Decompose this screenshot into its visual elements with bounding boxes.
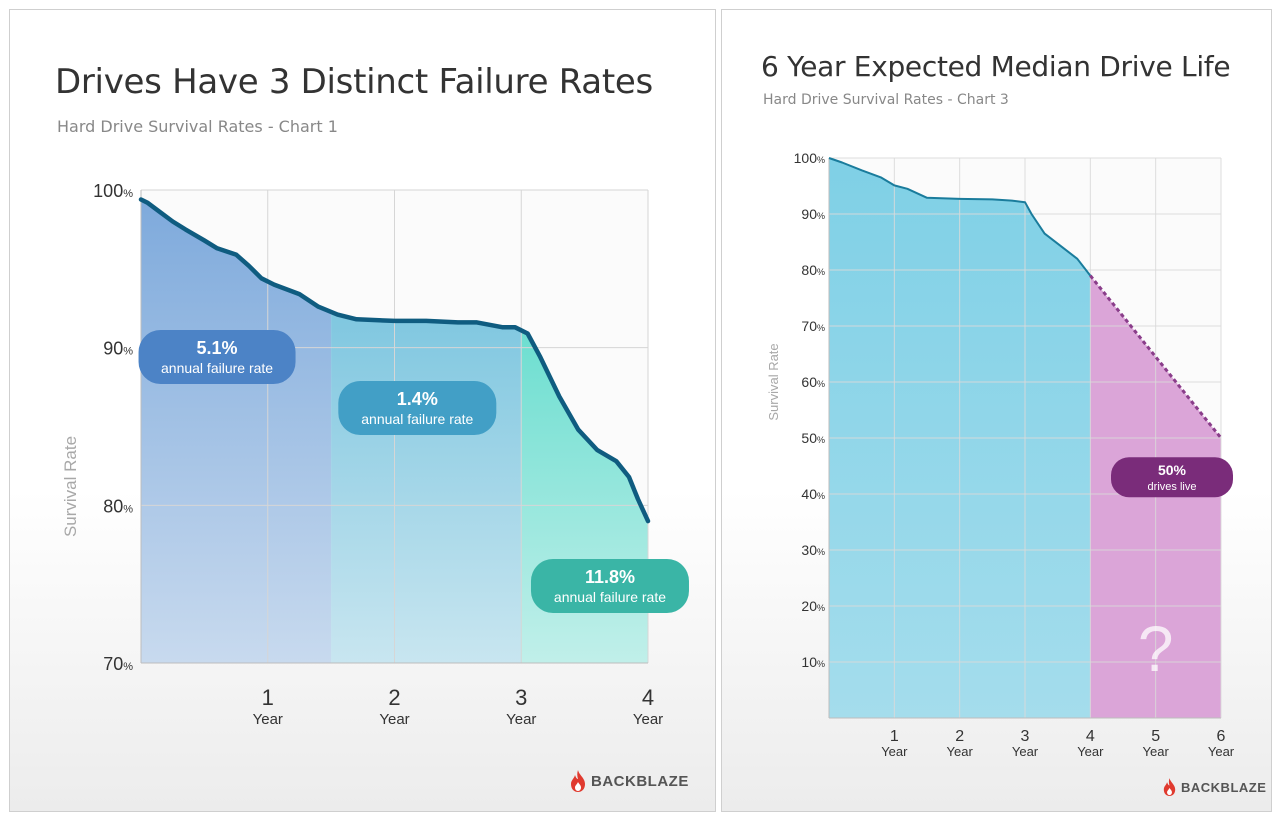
badge-background: [530, 559, 689, 613]
badge-rate: 5.1%: [197, 338, 238, 358]
x-tick-sublabel: Year: [506, 711, 536, 728]
y-tick-unit: %: [123, 503, 133, 515]
y-tick-value: 60: [801, 374, 817, 390]
y-tick-unit: %: [817, 211, 825, 221]
y-tick-unit: %: [817, 491, 825, 501]
y-tick-label: 40%: [801, 486, 825, 502]
question-mark: ?: [1138, 613, 1174, 685]
x-tick-label: 1: [890, 728, 899, 745]
y-tick-unit: %: [817, 323, 825, 333]
y-tick-label: 30%: [801, 542, 825, 558]
x-tick-label: 4: [1086, 728, 1095, 745]
y-tick-label: 70%: [801, 318, 825, 334]
y-tick-label: 20%: [801, 598, 825, 614]
brand-name: BACKBLAZE: [591, 772, 689, 790]
observed-curve: [828, 157, 1092, 277]
chart-panel-right: 6 Year Expected Median Drive Life Hard D…: [721, 9, 1272, 812]
y-axis-title: Survival Rate: [766, 343, 781, 420]
y-tick-value: 50: [801, 430, 817, 446]
x-tick-label: 3: [1021, 728, 1030, 745]
brand-name: BACKBLAZE: [1181, 779, 1267, 795]
y-tick-value: 70: [801, 318, 817, 334]
badge-background: [1111, 457, 1233, 498]
badge-label: annual failure rate: [361, 411, 473, 427]
y-tick-label: 100%: [794, 150, 825, 166]
y-tick-value: 10: [801, 654, 817, 670]
x-tick-sublabel: Year: [1012, 744, 1039, 759]
y-axis-title: Survival Rate: [61, 436, 80, 537]
x-tick-sublabel: Year: [881, 744, 908, 759]
badge-label: drives live: [1148, 481, 1197, 493]
chart-title: 6 Year Expected Median Drive Life: [761, 50, 1231, 83]
y-tick-label: 10%: [801, 654, 825, 670]
chart-title: Drives Have 3 Distinct Failure Rates: [55, 62, 653, 102]
y-tick-label: 60%: [801, 374, 825, 390]
badge-label: annual failure rate: [554, 589, 666, 605]
chart-subtitle: Hard Drive Survival Rates - Chart 1: [57, 117, 338, 136]
y-tick-unit: %: [123, 661, 133, 673]
y-tick-unit: %: [817, 379, 825, 389]
y-tick-value: 90: [103, 339, 123, 359]
failure-rate-badge: 1.4% annual failure rate: [338, 381, 497, 435]
y-tick-unit: %: [123, 346, 133, 358]
y-tick-label: 70%: [103, 654, 133, 674]
y-tick-value: 100: [794, 150, 818, 166]
x-tick-label: 2: [388, 685, 400, 710]
x-tick-sublabel: Year: [1143, 744, 1170, 759]
y-tick-unit: %: [123, 188, 133, 200]
y-tick-label: 90%: [801, 206, 825, 222]
survival-chart-1: 100%90%80%70%1Year2Year3Year4YearSurviva…: [61, 181, 689, 728]
failure-rate-badge: 11.8% annual failure rate: [530, 559, 689, 613]
y-tick-unit: %: [817, 547, 825, 557]
badge-background: [138, 330, 296, 384]
y-tick-unit: %: [817, 267, 825, 277]
y-tick-label: 80%: [801, 262, 825, 278]
chart-panel-left: Drives Have 3 Distinct Failure Rates Har…: [9, 9, 716, 812]
badge-rate: 11.8%: [585, 567, 635, 587]
x-tick-label: 4: [642, 685, 654, 710]
y-tick-value: 90: [801, 206, 817, 222]
x-tick-sublabel: Year: [1077, 744, 1104, 759]
x-tick-sublabel: Year: [947, 744, 974, 759]
y-tick-value: 80: [801, 262, 817, 278]
failure-region-2: [331, 311, 522, 663]
median-life-badge: 50% drives live: [1111, 457, 1233, 498]
x-tick-sublabel: Year: [1208, 744, 1235, 759]
x-tick-label: 5: [1151, 728, 1160, 745]
y-tick-label: 80%: [103, 496, 133, 516]
badge-rate: 1.4%: [397, 389, 438, 409]
survival-curve: [138, 197, 651, 524]
y-tick-value: 20: [801, 598, 817, 614]
x-tick-label: 3: [515, 685, 527, 710]
y-tick-unit: %: [817, 603, 825, 613]
y-tick-value: 30: [801, 542, 817, 558]
y-tick-unit: %: [817, 435, 825, 445]
x-tick-sublabel: Year: [633, 711, 663, 728]
x-tick-sublabel: Year: [379, 711, 409, 728]
x-tick-label: 6: [1217, 728, 1226, 745]
x-tick-label: 2: [955, 728, 964, 745]
failure-rate-badge: 5.1% annual failure rate: [138, 330, 296, 384]
y-tick-value: 70: [103, 654, 123, 674]
y-tick-label: 50%: [801, 430, 825, 446]
backblaze-logo: BACKBLAZE: [570, 770, 689, 792]
y-tick-label: 100%: [93, 181, 133, 201]
y-tick-value: 40: [801, 486, 817, 502]
failure-region-1: [141, 199, 332, 663]
badge-label: annual failure rate: [161, 360, 273, 376]
chart-subtitle: Hard Drive Survival Rates - Chart 3: [763, 92, 1009, 108]
y-tick-unit: %: [817, 155, 825, 165]
x-tick-sublabel: Year: [253, 711, 283, 728]
flame-icon: [571, 770, 585, 792]
badge-value: 50%: [1158, 462, 1187, 478]
backblaze-logo: BACKBLAZE: [1163, 778, 1266, 796]
x-tick-label: 1: [262, 685, 274, 710]
y-tick-label: 90%: [103, 339, 133, 359]
y-tick-value: 80: [103, 496, 123, 516]
y-tick-unit: %: [817, 659, 825, 669]
y-tick-value: 100: [93, 181, 123, 201]
flame-icon: [1163, 778, 1176, 796]
badge-background: [338, 381, 497, 435]
survival-chart-3: 100%90%80%70%60%50%40%30%20%10%1Year2Yea…: [766, 150, 1235, 759]
